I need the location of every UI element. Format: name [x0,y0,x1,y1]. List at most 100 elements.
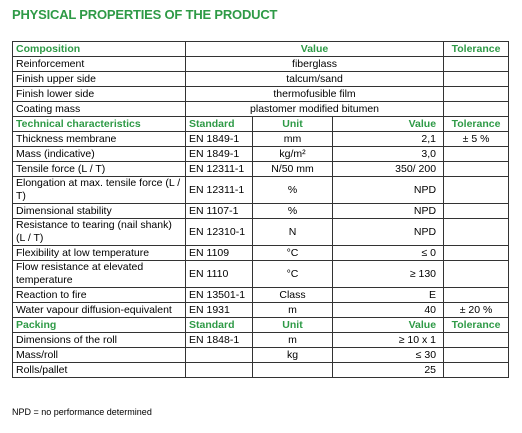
standard [185,362,253,378]
unit: N [252,218,333,246]
table-row: Resistance to tearing (nail shank) (L / … [12,218,510,246]
property-value: fiberglass [184,56,445,72]
property-value: 350/ 200 [331,161,445,177]
column-header: Tolerance [443,41,510,57]
column-header: Value [331,116,445,132]
header-row: Technical characteristics Standard Unit Val… [12,116,510,132]
standard: EN 1109 [185,245,253,261]
property-value: 25 [331,362,445,378]
property-value: thermofusible film [184,86,445,102]
property-label: Tensile force (L / T) [12,161,186,177]
column-header: Standard [185,317,253,333]
standard [185,347,253,363]
standard: EN 1107-1 [185,203,253,219]
header-row: Composition Value Tolerance [12,41,510,57]
property-label: Coating mass [12,101,186,117]
tolerance [443,161,510,177]
standard: EN 1849-1 [185,146,253,162]
table-row: Finish upper side talcum/sand [12,71,510,87]
property-label: Reinforcement [12,56,186,72]
unit: N/50 mm [252,161,333,177]
table-row: Reaction to fire EN 13501-1 Class E [12,287,510,303]
table-row: Thickness membrane EN 1849-1 mm 2,1 ± 5 % [12,131,510,147]
column-header: Value [331,317,445,333]
tolerance [443,260,510,288]
property-value: NPD [331,203,445,219]
property-label: Finish lower side [12,86,186,102]
property-label: Mass (indicative) [12,146,186,162]
unit: % [252,203,333,219]
property-value: talcum/sand [184,71,445,87]
property-label: Elongation at max. tensile force (L / T) [12,176,186,204]
property-value: E [331,287,445,303]
tolerance [443,176,510,204]
unit: kg/m² [252,146,333,162]
standard: EN 12311-1 [185,161,253,177]
unit [252,362,333,378]
table-row: Reinforcement fiberglass [12,56,510,72]
table-row: Flexibility at low temperature EN 1109 °C ≤… [12,245,510,261]
unit: mm [252,131,333,147]
property-value: ≥ 130 [331,260,445,288]
unit: °C [252,245,333,261]
table-row: Dimensions of the roll EN 1848-1 m ≥ 10 x 1 [12,332,510,348]
title: PHYSICAL PROPERTIES OF THE PRODUCT [12,7,278,22]
tolerance [443,56,510,72]
tolerance: ± 5 % [443,131,510,147]
tolerance [443,203,510,219]
column-header: Standard [185,116,253,132]
table-row: Elongation at max. tensile force (L / T)… [12,176,510,204]
tolerance [443,287,510,303]
property-label: Dimensions of the roll [12,332,186,348]
footnote: NPD = no performance determined [12,407,152,417]
standard: EN 1848-1 [185,332,253,348]
column-header: Value [184,41,445,57]
standard: EN 12311-1 [185,176,253,204]
column-header: Tolerance [443,116,510,132]
table-row: Mass (indicative) EN 1849-1 kg/m² 3,0 [12,146,510,162]
header-row: Packing Standard Unit Value Tolerance [12,317,510,333]
table-row: Rolls/pallet 25 [12,362,510,378]
property-label: Rolls/pallet [12,362,186,378]
table-row: Finish lower side thermofusible film [12,86,510,102]
tolerance [443,218,510,246]
unit: °C [252,260,333,288]
column-header: Unit [252,116,333,132]
table-row: Tensile force (L / T) EN 12311-1 N/50 mm 35… [12,161,510,177]
property-value: NPD [331,176,445,204]
standard: EN 1110 [185,260,253,288]
unit: m [252,302,333,318]
standard: EN 13501-1 [185,287,253,303]
property-value: 3,0 [331,146,445,162]
property-label: Flow resistance at elevated temperature [12,260,186,288]
column-header: Technical characteristics [12,116,186,132]
property-value: ≤ 30 [331,347,445,363]
table-row: Flow resistance at elevated temperature E… [12,260,510,288]
properties-table: Composition Value Tolerance Reinforcement fi… [12,41,510,378]
property-label: Mass/roll [12,347,186,363]
tolerance [443,71,510,87]
property-value: NPD [331,218,445,246]
table-row: Mass/roll kg ≤ 30 [12,347,510,363]
standard: EN 12310-1 [185,218,253,246]
tolerance [443,86,510,102]
property-label: Reaction to fire [12,287,186,303]
property-value: 2,1 [331,131,445,147]
tolerance [443,362,510,378]
table-row: Dimensional stability EN 1107-1% NPD [12,203,510,219]
tolerance: ± 20 % [443,302,510,318]
standard: EN 1849-1 [185,131,253,147]
unit: Class [252,287,333,303]
table-row: Coating mass plastomer modified bitumen [12,101,510,117]
property-value: 40 [331,302,445,318]
tolerance [443,245,510,261]
table-row: Water vapour diffusion-equivalent EN 1931… [12,302,510,318]
unit: kg [252,347,333,363]
property-value: ≥ 10 x 1 [331,332,445,348]
tolerance [443,347,510,363]
tolerance [443,146,510,162]
property-label: Water vapour diffusion-equivalent [12,302,186,318]
property-label: Thickness membrane [12,131,186,147]
column-header: Packing [12,317,186,333]
